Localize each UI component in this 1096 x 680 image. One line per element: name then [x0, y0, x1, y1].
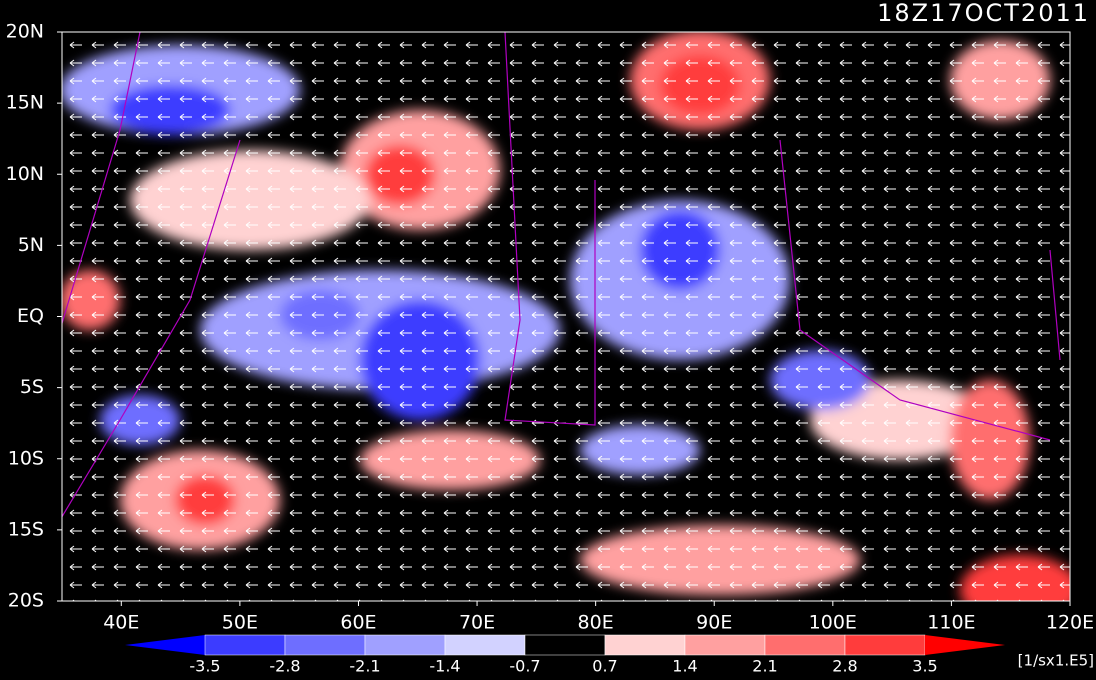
colorbar-box [364, 634, 446, 656]
colorbar: -3.5 -2.8 -2.1 -1.4 -0.7 0.7 1.4 2.1 2.8 3.5 [125, 634, 1005, 676]
axes: 20N 15N 10N 5N EQ 5S 10S 15S 20S 40E 50E 60E 70E 80E 9… [6, 21, 1095, 634]
lon-label: 80E [578, 612, 614, 634]
field [62, 32, 1070, 601]
colorbar-label: -2.8 [269, 657, 300, 676]
lon-label: 100E [809, 612, 857, 634]
colorbar-label: -0.7 [509, 657, 540, 676]
colorbar-label: 2.8 [832, 657, 857, 676]
colorbar-box [444, 634, 526, 656]
colorbar-label: 0.7 [592, 657, 617, 676]
lat-label: 5N [18, 234, 44, 256]
colorbar-label: -2.1 [349, 657, 380, 676]
colorbar-box [204, 634, 286, 656]
lon-label: 70E [459, 612, 495, 634]
lat-label: 20S [8, 590, 44, 612]
colorbar-box [844, 634, 926, 656]
colorbar-arrow [925, 635, 1005, 655]
lat-label: 10S [8, 447, 44, 469]
colorbar-unit: [1/sx1.E5] [1018, 652, 1094, 670]
lat-label: 15S [8, 518, 44, 540]
lat-label: 15N [6, 92, 44, 114]
colorbar-label: 2.1 [752, 657, 777, 676]
lon-label: 60E [340, 612, 376, 634]
lat-label: EQ [17, 305, 44, 327]
coastlines [62, 32, 1061, 518]
lat-label: 20N [6, 21, 44, 43]
colorbar-label: -1.4 [429, 657, 460, 676]
colorbar-box [684, 634, 766, 656]
lon-label: 50E [222, 612, 258, 634]
colorbar-box [764, 634, 846, 656]
colorbar-label: 3.5 [912, 657, 937, 676]
wind-vectors [62, 32, 1070, 601]
lon-label: 40E [103, 612, 139, 634]
colorbar-box [524, 634, 606, 656]
colorbar-label: -3.5 [189, 657, 220, 676]
colorbar-box [284, 634, 366, 656]
lat-label: 10N [6, 163, 44, 185]
lat-label: 5S [20, 376, 44, 398]
title: 18Z17OCT2011 [877, 0, 1090, 27]
colorbar-label: 1.4 [672, 657, 697, 676]
colorbar-box [604, 634, 686, 656]
lon-label: 90E [696, 612, 732, 634]
lon-label: 110E [927, 612, 975, 634]
lon-label: 120E [1046, 612, 1094, 634]
colorbar-arrow [125, 635, 205, 655]
